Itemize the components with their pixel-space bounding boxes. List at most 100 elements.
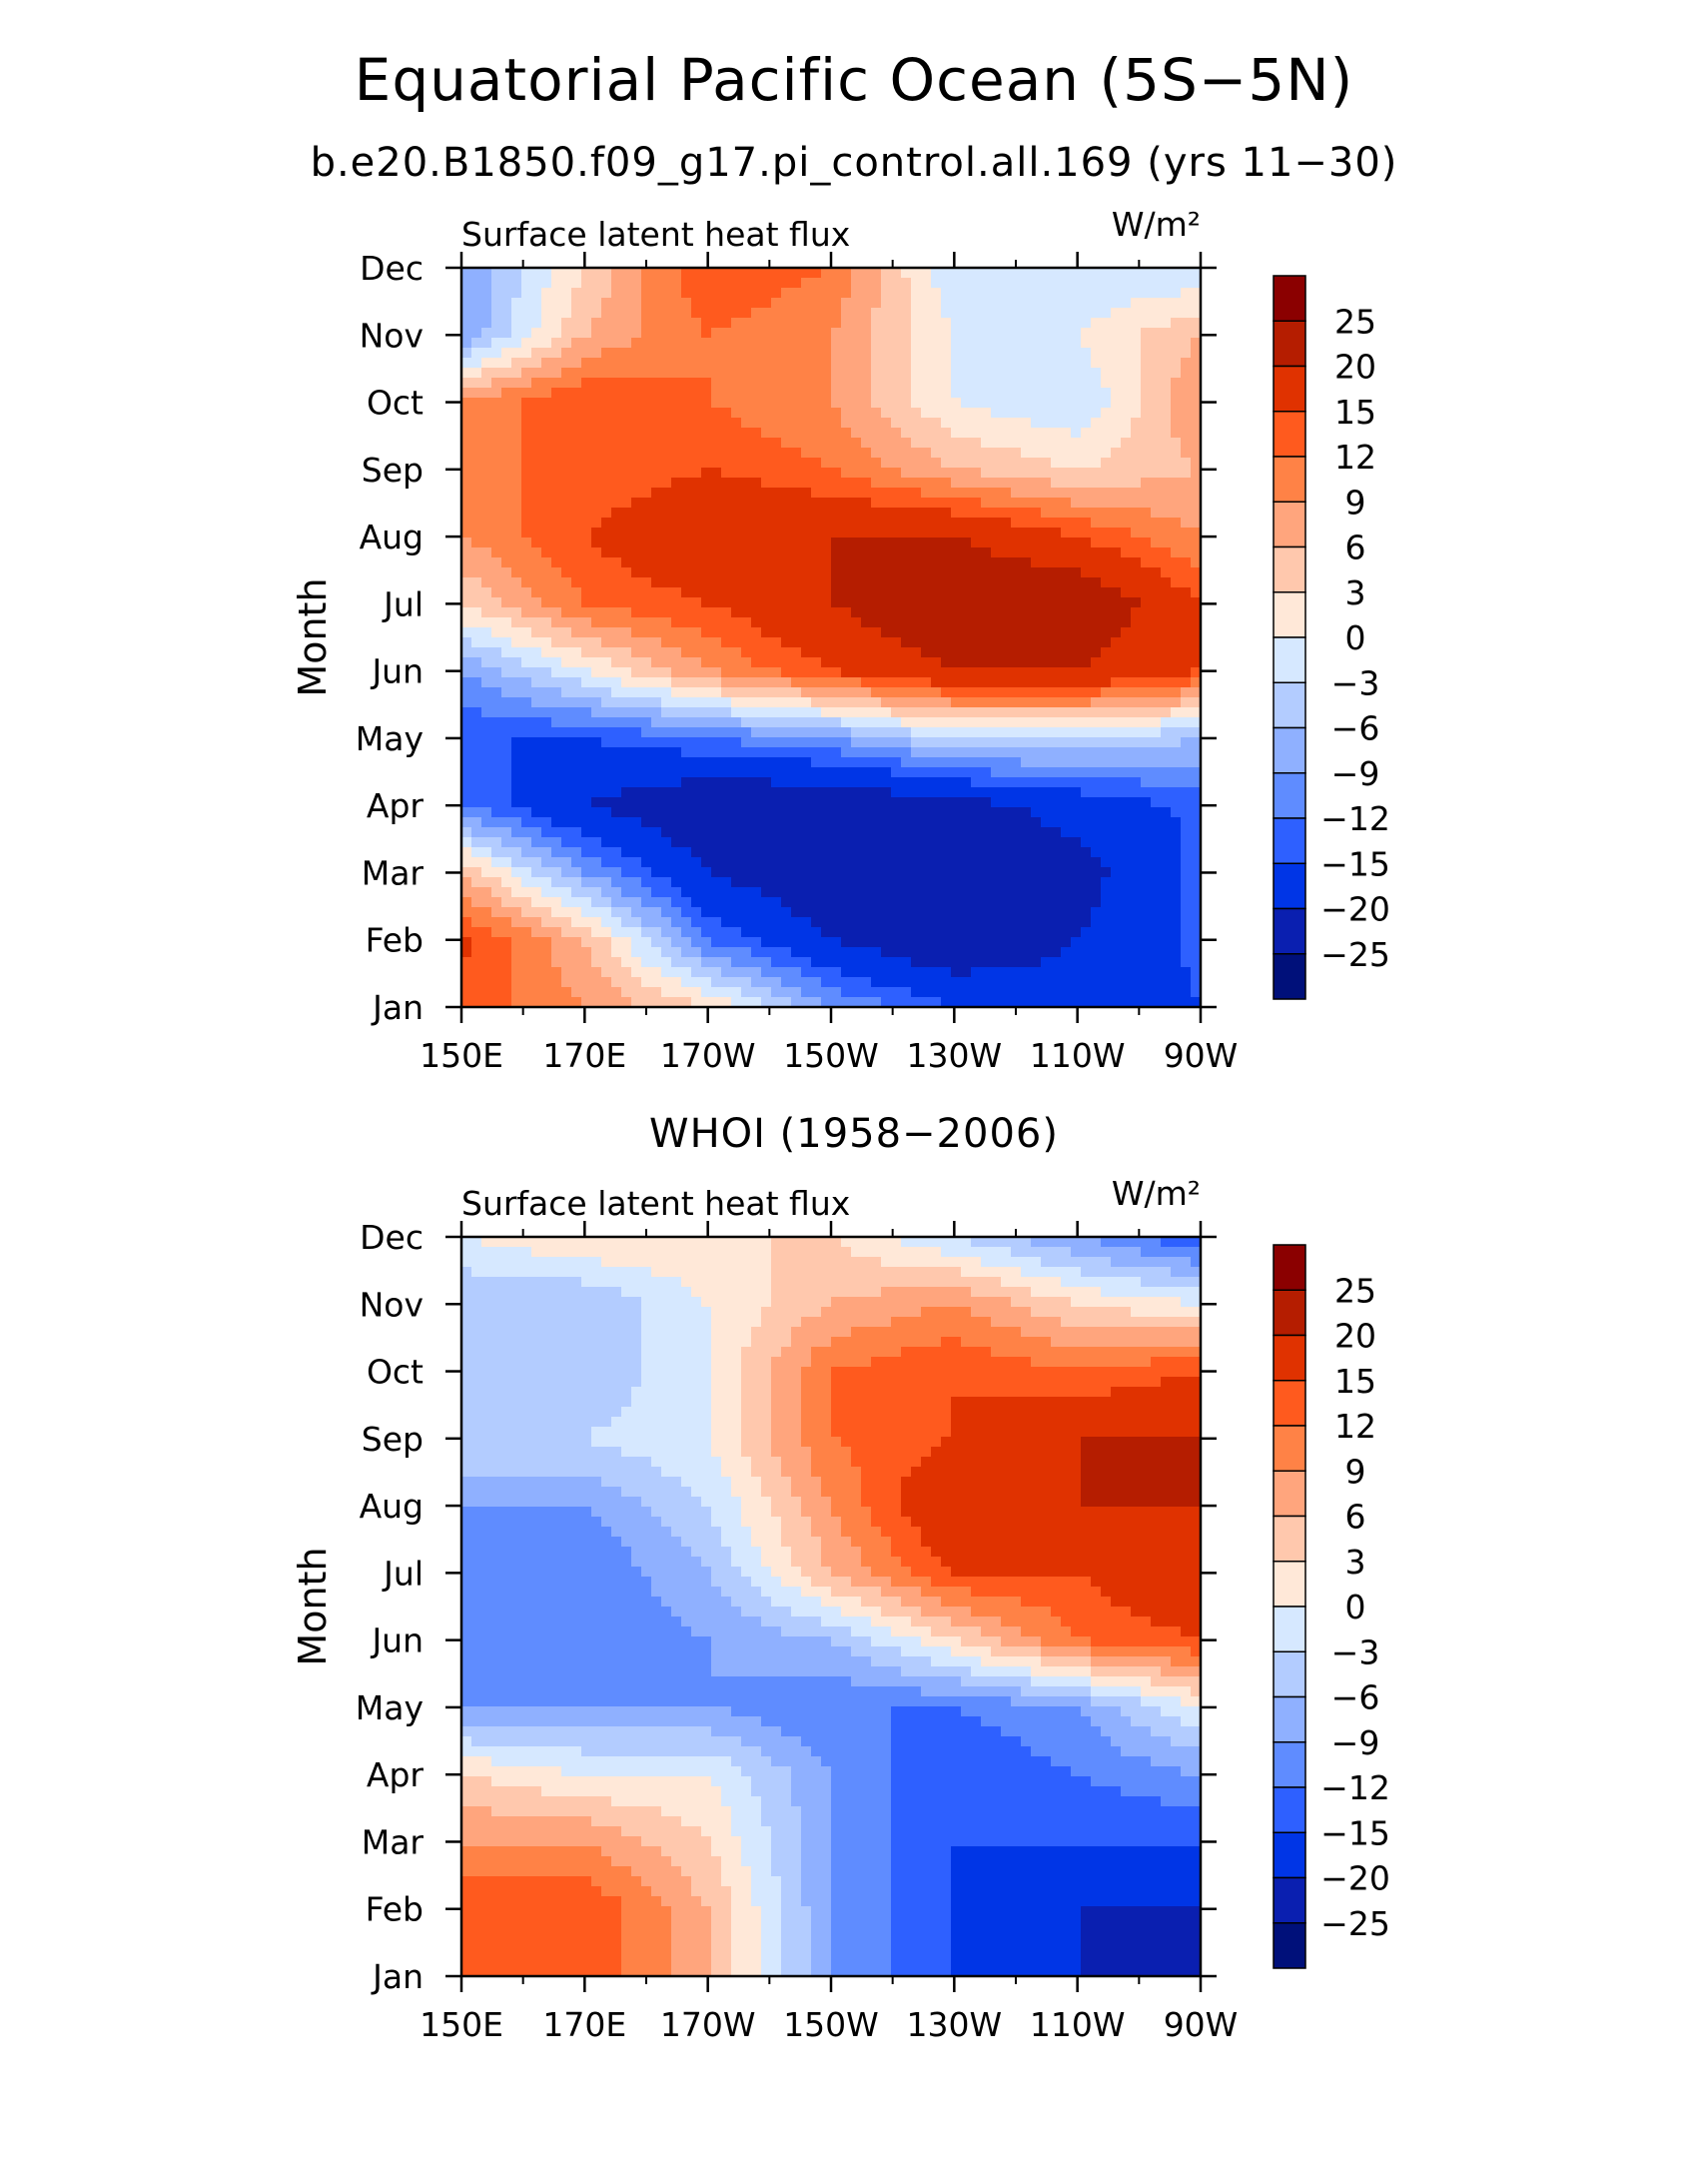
heatmap-cell: [1121, 697, 1132, 708]
heatmap-cell: [621, 917, 632, 928]
heatmap-cell: [701, 677, 712, 688]
heatmap-cell: [681, 478, 692, 489]
heatmap-cell: [1161, 438, 1172, 449]
heatmap-cell: [901, 717, 912, 728]
heatmap-cell: [581, 807, 592, 818]
heatmap-cell: [691, 697, 702, 708]
heatmap-cell: [851, 308, 862, 319]
heatmap-cell: [1171, 538, 1182, 548]
heatmap-cell: [1011, 617, 1022, 628]
heatmap-cell: [521, 468, 532, 479]
heatmap-cell: [1121, 927, 1132, 938]
heatmap-cell: [1111, 757, 1122, 768]
heatmap-cell: [1171, 318, 1182, 329]
heatmap-cell: [761, 448, 772, 459]
heatmap-cell: [641, 398, 652, 409]
heatmap-cell: [971, 627, 982, 638]
heatmap-cell: [941, 837, 952, 848]
heatmap-cell: [571, 528, 582, 539]
heatmap-cell: [1121, 577, 1132, 588]
heatmap-cell: [671, 508, 682, 519]
heatmap-cell: [541, 847, 552, 858]
heatmap-cell: [1071, 438, 1082, 449]
heatmap-cell: [1151, 817, 1162, 828]
heatmap-cell: [791, 518, 802, 529]
heatmap-cell: [941, 757, 952, 768]
heatmap-cell: [1161, 448, 1172, 459]
heatmap-cell: [881, 348, 892, 359]
heatmap-cell: [1061, 867, 1072, 878]
heatmap-cell: [681, 717, 692, 728]
heatmap-cell: [1061, 538, 1072, 548]
heatmap-cell: [481, 408, 492, 419]
heatmap-cell: [991, 458, 1002, 469]
heatmap-cell: [491, 937, 502, 948]
heatmap-cell: [1001, 338, 1012, 349]
heatmap-cell: [591, 777, 602, 788]
heatmap-cell: [541, 478, 552, 489]
heatmap-cell: [1061, 498, 1072, 509]
heatmap-cell: [721, 667, 732, 678]
heatmap-cell: [461, 857, 472, 868]
heatmap-cell: [491, 927, 502, 938]
heatmap-cell: [761, 827, 772, 838]
heatmap-cell: [781, 787, 792, 798]
heatmap-cell: [971, 498, 982, 509]
heatmap-cell: [881, 278, 892, 289]
heatmap-cell: [871, 707, 882, 718]
heatmap-cell: [1061, 697, 1072, 708]
heatmap-cell: [1061, 907, 1072, 918]
heatmap-cell: [771, 727, 782, 738]
heatmap-cell: [981, 887, 992, 898]
heatmap-cell: [721, 328, 732, 339]
heatmap-cell: [871, 557, 882, 568]
heatmap-cell: [931, 597, 942, 608]
heatmap-cell: [981, 557, 992, 568]
heatmap-cell: [951, 488, 962, 499]
heatmap-cell: [1131, 597, 1142, 608]
heatmap-cell: [601, 398, 612, 409]
heatmap-cell: [871, 837, 882, 848]
heatmap-cell: [551, 707, 562, 718]
heatmap-cell: [671, 867, 682, 878]
heatmap-cell: [1081, 757, 1092, 768]
heatmap-cell: [931, 667, 942, 678]
heatmap-cell: [1091, 538, 1102, 548]
heatmap-cell: [711, 617, 722, 628]
heatmap-cell: [471, 787, 482, 798]
heatmap-cell: [631, 458, 642, 469]
heatmap-cell: [1091, 478, 1102, 489]
heatmap-cell: [1051, 428, 1062, 439]
heatmap-cell: [691, 428, 702, 439]
heatmap-cell: [671, 747, 682, 758]
heatmap-cell: [1141, 567, 1152, 578]
heatmap-cell: [661, 907, 672, 918]
heatmap-cell: [1101, 358, 1112, 369]
heatmap-cell: [631, 617, 642, 628]
heatmap-cell: [561, 617, 572, 628]
heatmap-cell: [691, 278, 702, 289]
heatmap-cell: [691, 547, 702, 558]
heatmap-cell: [1061, 288, 1072, 299]
heatmap-cell: [1191, 488, 1202, 499]
heatmap-cell: [1061, 328, 1072, 339]
heatmap-cell: [591, 767, 602, 778]
heatmap-cell: [531, 418, 542, 429]
heatmap-cell: [851, 448, 862, 459]
heatmap-cell: [521, 268, 532, 279]
heatmap-cell: [901, 807, 912, 818]
heatmap-cell: [841, 927, 852, 938]
heatmap-cell: [861, 807, 872, 818]
heatmap-cell: [721, 637, 732, 648]
heatmap-cell: [861, 398, 872, 409]
heatmap-cell: [611, 927, 622, 938]
heatmap-cell: [1111, 348, 1122, 359]
heatmap-cell: [491, 737, 502, 748]
heatmap-cell: [1151, 627, 1162, 638]
heatmap-cell: [511, 797, 522, 808]
heatmap-cell: [1191, 368, 1202, 379]
heatmap-cell: [781, 867, 792, 878]
heatmap-cell: [471, 358, 482, 369]
heatmap-cell: [761, 687, 772, 698]
heatmap-cell: [551, 877, 562, 888]
